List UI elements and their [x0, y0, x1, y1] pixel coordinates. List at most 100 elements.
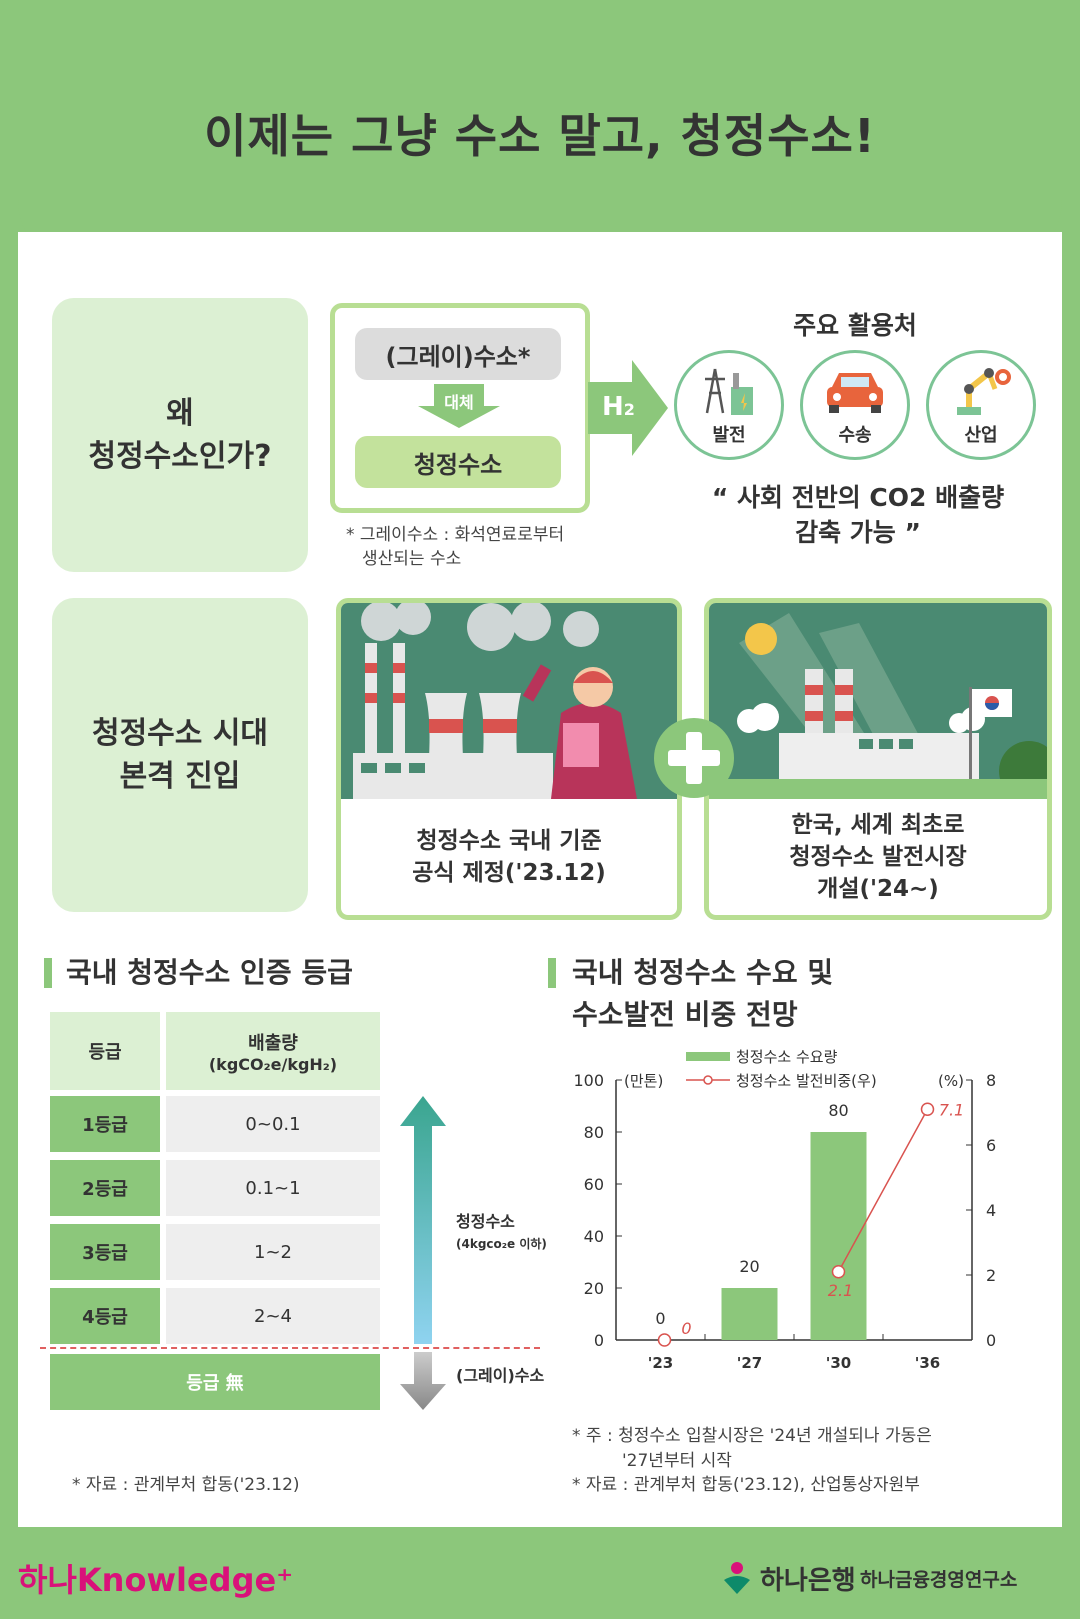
legend-line-label: 청정수소 발전비중(우): [736, 1072, 877, 1090]
hana-knowledge-logo: 하나Knowledge⁺: [18, 1555, 293, 1601]
card2-line2: 청정수소 발전시장: [789, 843, 967, 870]
quote-line2: 감축 가능 ”: [795, 518, 921, 547]
left-tick-label: 40: [584, 1227, 604, 1246]
use-industry-circle: 산업: [926, 350, 1036, 460]
grade-2: 2등급: [50, 1160, 160, 1216]
clean-range-sub: (4kgco₂e 이하): [456, 1236, 547, 1251]
grade-1: 1등급: [50, 1096, 160, 1152]
hana-bank-logo: 하나은행: [760, 1566, 856, 1596]
grade-2-value: 0.1~1: [166, 1160, 380, 1216]
hana-bank-symbol-icon: [724, 1562, 750, 1594]
share-value-label: 0: [681, 1319, 691, 1338]
left-tick-label: 80: [584, 1123, 604, 1142]
demand-note-line1: * 주 : 청정수소 입찰시장은 '24년 개설되나 가동은: [572, 1426, 932, 1446]
emission-scale-arrow-icon: [400, 1096, 446, 1410]
page-title: 이제는 그냥 수소 말고, 청정수소!: [204, 109, 876, 163]
robot-arm-icon: [957, 368, 1011, 415]
gray-range-label: (그레이)수소: [456, 1366, 545, 1385]
share-value-label: 7.1: [939, 1100, 964, 1119]
right-tick-label: 0: [986, 1331, 996, 1350]
use-power-label: 발전: [712, 425, 746, 446]
grades-section-title: 국내 청정수소 인증 등급: [66, 956, 353, 989]
emission-header: 배출량 (kgCO₂e/kgH₂): [166, 1012, 380, 1090]
grades-section-bar: [44, 958, 52, 988]
gray-hydrogen-pill: (그레이)수소*: [355, 328, 561, 380]
right-tick-label: 6: [986, 1136, 996, 1155]
grade-1-value: 0~0.1: [166, 1096, 380, 1152]
demand-notes: * 주 : 청정수소 입찰시장은 '24년 개설되나 가동은 '27년부터 시작…: [572, 1424, 932, 1498]
era-label-line1: 청정수소 시대: [91, 715, 269, 751]
left-tick-label: 60: [584, 1175, 604, 1194]
x-tick-label: '30: [826, 1354, 851, 1372]
legend-bar-swatch: [686, 1052, 730, 1061]
legend-line-marker: [703, 1075, 713, 1085]
right-tick-label: 2: [986, 1266, 996, 1285]
power-plant-illustration: [709, 603, 1047, 799]
clean-threshold-line: [40, 1347, 540, 1349]
clean-hydrogen-pill: 청정수소: [355, 436, 561, 488]
x-tick-label: '27: [737, 1354, 762, 1372]
share-point: [657, 1333, 672, 1347]
share-point: [920, 1102, 935, 1116]
left-tick-label: 0: [594, 1331, 604, 1350]
grade-4-value: 2~4: [166, 1288, 380, 1344]
card2-line1: 한국, 세계 최초로: [791, 811, 965, 838]
bar-value-label: 20: [739, 1257, 759, 1276]
bar-value-label: 0: [655, 1309, 665, 1328]
use-industry-label: 산업: [964, 425, 998, 446]
replace-label: 대체: [444, 393, 474, 412]
share-line: [837, 1108, 929, 1273]
car-icon: [827, 373, 883, 413]
left-tick-label: 100: [573, 1071, 604, 1090]
power-plant-icon: [705, 368, 753, 415]
factory-illustration: [341, 603, 677, 799]
why-label: 왜 청정수소인가?: [52, 298, 308, 572]
grades-source: * 자료 : 관계부처 합동('23.12): [72, 1475, 300, 1495]
hana-institute-logo: 하나금융경영연구소: [860, 1569, 1018, 1591]
grade-4: 4등급: [50, 1288, 160, 1344]
x-tick-label: '23: [648, 1354, 673, 1372]
left-tick-label: 20: [584, 1279, 604, 1298]
demand-note-line2: '27년부터 시작: [622, 1450, 732, 1471]
card2-line3: 개설('24~): [817, 876, 939, 903]
right-tick-label: 4: [986, 1201, 996, 1220]
uses-title: 주요 활용처: [793, 311, 917, 340]
demand-source: * 자료 : 관계부처 합동('23.12), 산업통상자원부: [572, 1475, 920, 1496]
h2-sub: 2: [623, 400, 635, 419]
clean-range-label: 청정수소 (4kgco₂e 이하): [456, 1212, 547, 1254]
left-unit: (만톤): [624, 1072, 663, 1090]
use-transport-circle: 수송: [800, 350, 910, 460]
x-tick-label: '36: [915, 1354, 940, 1372]
right-tick-label: 8: [986, 1071, 996, 1090]
header-background: [18, 40, 1062, 270]
footnote-line2: 생산되는 수소: [362, 548, 462, 569]
demand-chart: 0 20 40 60 80 100 0 2 4 6 8 '23 '27 '30 '36 (만톤) (%) 청정수소…: [573, 1048, 996, 1372]
no-grade: 등급 無: [50, 1354, 380, 1410]
h2-label: H2: [602, 392, 635, 422]
grade-3-value: 1~2: [166, 1224, 380, 1280]
card1-line2: 공식 제정('23.12): [412, 860, 606, 886]
bar-value-label: 80: [828, 1101, 848, 1120]
share-point: [831, 1265, 846, 1279]
footnote-line1: * 그레이수소 : 화석연료로부터: [346, 525, 565, 545]
h2-arrow-icon: [588, 360, 668, 456]
demand-title-line2: 수소발전 비중 전망: [572, 998, 798, 1031]
why-label-line2: 청정수소인가?: [88, 439, 272, 474]
clean-range-title: 청정수소: [456, 1212, 515, 1231]
h2-main: H: [602, 392, 624, 422]
legend-bar-label: 청정수소 수요량: [736, 1048, 838, 1066]
bar: [810, 1132, 867, 1340]
share-value-label: 2.1: [828, 1281, 853, 1300]
card1-line1: 청정수소 국내 기준: [416, 827, 602, 854]
emission-header-line1: 배출량: [248, 1032, 298, 1054]
grade-header: 등급: [50, 1012, 160, 1090]
grade-3: 3등급: [50, 1224, 160, 1280]
quote-line1: “ 사회 전반의 CO2 배출량: [711, 483, 1005, 512]
demand-title-line1: 국내 청정수소 수요 및: [572, 956, 834, 989]
